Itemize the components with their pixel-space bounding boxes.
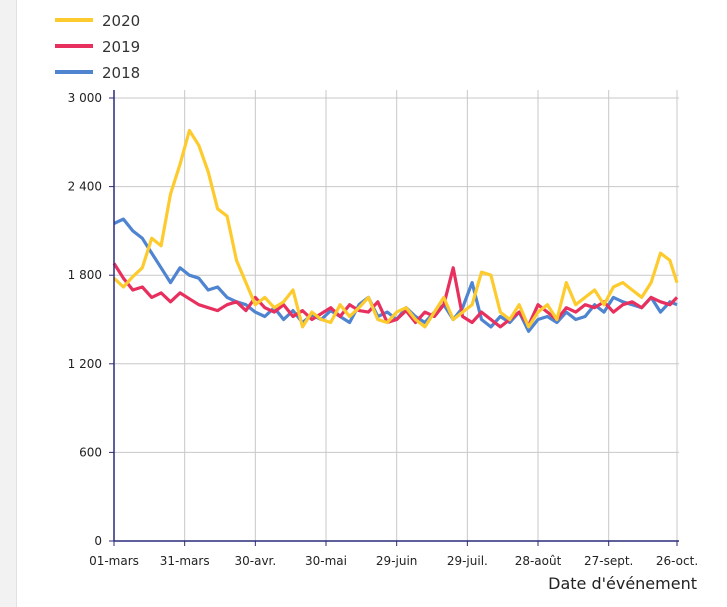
- x-tick-label: 30-avr.: [234, 554, 276, 568]
- legend-label-2018: 2018: [102, 64, 140, 82]
- x-tick-label: 26-oct.: [656, 554, 698, 568]
- x-tick-label: 01-mars: [89, 554, 139, 568]
- legend-label-2020: 2020: [102, 12, 140, 30]
- series-line-2019: [112, 262, 679, 329]
- x-tick-label: 31-mars: [160, 554, 210, 568]
- x-tick-label: 28-août: [515, 554, 562, 568]
- y-tick-label: 3 000: [68, 91, 102, 105]
- legend: 2020 2019 2018: [55, 12, 140, 82]
- x-tick-label: 29-juil.: [447, 554, 488, 568]
- y-tick-label: 2 400: [68, 180, 102, 194]
- legend-label-2019: 2019: [102, 38, 140, 56]
- series-line-2020: [112, 128, 679, 329]
- x-tick-label: 29-juin: [376, 554, 417, 568]
- x-tick-label: 27-sept.: [584, 554, 633, 568]
- x-axis-label: Date d'événement: [548, 574, 697, 593]
- y-tick-label: 0: [94, 534, 102, 548]
- y-tick-label: 1 800: [68, 268, 102, 282]
- y-tick-label: 600: [79, 445, 102, 459]
- left-panel-edge: [0, 0, 17, 607]
- x-tick-label: 30-mai: [305, 554, 347, 568]
- y-tick-label: 1 200: [68, 357, 102, 371]
